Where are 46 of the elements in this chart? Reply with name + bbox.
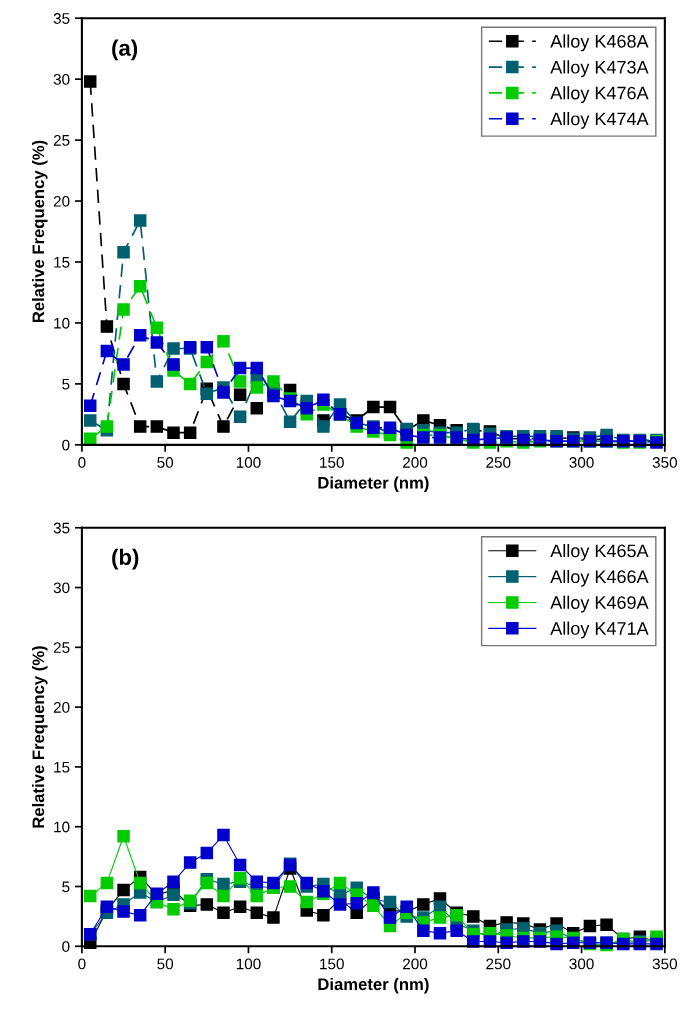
x-tick-label: 50: [157, 457, 174, 468]
y-tick-label: 35: [53, 13, 70, 24]
x-tick-label: 200: [403, 958, 428, 970]
annotation: (a): [112, 39, 138, 61]
y-tick-label: 10: [54, 317, 70, 329]
y-tick-label: 25: [53, 134, 70, 146]
legend-label: Alloy K473A: [550, 60, 649, 78]
y-tick-label: 25: [53, 642, 70, 654]
y-tick-label: 30: [53, 74, 70, 85]
legend-label: Alloy K468A: [550, 34, 649, 52]
x-tick-label: 100: [236, 457, 261, 468]
x-tick-label: 0: [78, 457, 86, 468]
y-tick-label: 10: [54, 821, 70, 833]
y-tick-label: 15: [54, 257, 70, 268]
y-tick-label: 35: [53, 522, 70, 534]
x-axis-title: Diameter (nm): [318, 476, 429, 492]
x-tick-label: 350: [652, 958, 677, 970]
legend-label: Alloy K466A: [550, 569, 649, 587]
x-tick-label: 100: [236, 958, 261, 970]
legend-label: Alloy K476A: [550, 86, 649, 103]
y-tick-label: 5: [62, 881, 70, 893]
y-tick-label: 15: [54, 761, 70, 773]
x-tick-label: 150: [320, 457, 344, 468]
y-tick-label: 20: [53, 701, 70, 713]
legend-label: Alloy K471A: [550, 621, 649, 639]
x-tick-label: 350: [652, 457, 677, 468]
x-axis-title: Diameter (nm): [318, 977, 429, 994]
x-tick-label: 300: [569, 457, 594, 468]
y-tick-label: 0: [62, 439, 70, 451]
y-tick-label: 30: [53, 582, 70, 594]
y-axis-title: Relative Frequency (%): [32, 140, 48, 323]
y-axis-title: Relative Frequency (%): [32, 646, 48, 828]
x-tick-label: 50: [157, 958, 174, 970]
x-tick-label: 250: [486, 457, 511, 468]
y-tick-label: 0: [62, 941, 70, 952]
x-tick-label: 250: [486, 958, 511, 970]
y-tick-label: 20: [53, 195, 70, 207]
x-tick-label: 300: [569, 958, 594, 970]
legend-label: Alloy K469A: [550, 595, 649, 613]
annotation: (b): [112, 548, 139, 570]
legend-label: Alloy K474A: [550, 112, 649, 129]
y-tick-label: 5: [62, 378, 70, 390]
x-tick-label: 0: [78, 958, 86, 970]
x-tick-label: 200: [403, 457, 428, 468]
legend-label: Alloy K465A: [550, 543, 649, 561]
x-tick-label: 150: [320, 958, 344, 970]
